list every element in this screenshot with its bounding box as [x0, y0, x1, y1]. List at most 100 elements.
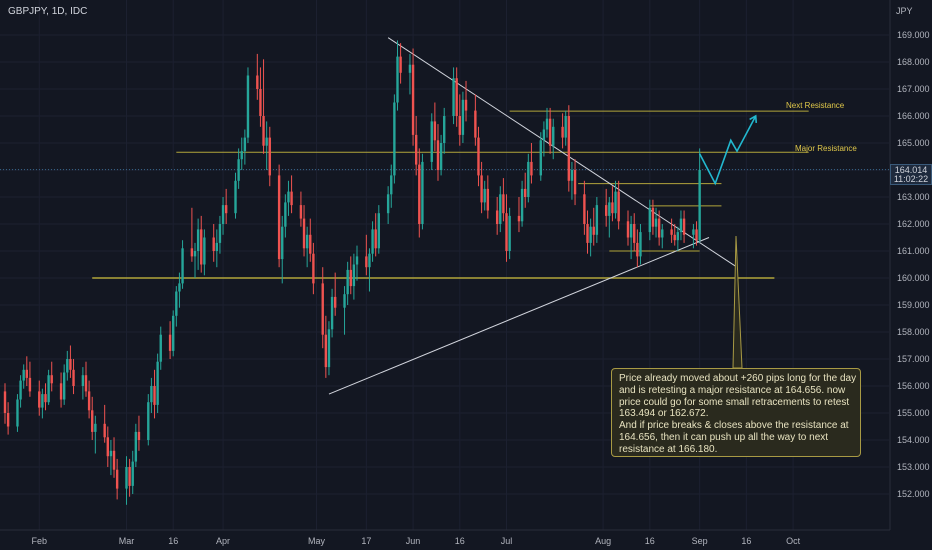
note-line: resistance at 166.180.	[619, 443, 718, 455]
candle-body	[377, 213, 380, 249]
candle-body	[346, 269, 349, 295]
time-tick-label: Jun	[406, 536, 421, 546]
candle-body	[287, 191, 290, 203]
candle-body	[355, 256, 359, 265]
candle-body	[321, 283, 324, 335]
candle-body	[458, 116, 461, 135]
trendlines[interactable]	[328, 37, 738, 395]
candle-body	[66, 359, 69, 373]
candle-body	[6, 413, 10, 427]
candle-body	[433, 121, 437, 141]
candle-body	[221, 205, 225, 224]
candle-body	[505, 213, 508, 251]
candle-body	[38, 391, 41, 408]
candle-body	[3, 391, 7, 413]
time-tick-label: Sep	[692, 536, 708, 546]
candle-body	[305, 234, 309, 249]
candle-body	[203, 237, 206, 265]
candle-body	[573, 170, 577, 195]
candle-body	[411, 64, 415, 135]
candle-body	[343, 294, 346, 308]
candle-body	[548, 118, 552, 146]
price-tick-label: 167.000	[897, 84, 930, 94]
candle-body	[281, 226, 284, 260]
candle-body	[352, 264, 356, 287]
note-line: price could go for some small retracemen…	[619, 396, 850, 408]
time-tick-label: Aug	[595, 536, 611, 546]
candle-body	[41, 394, 44, 408]
candle-body	[673, 234, 676, 241]
price-tick-label: 160.000	[897, 273, 930, 283]
candle-body	[59, 383, 63, 400]
time-tick-label: 16	[645, 536, 655, 546]
candle-body	[25, 369, 29, 378]
candle-body	[374, 229, 377, 249]
note-pointer-shape	[732, 235, 743, 369]
candle-body	[22, 369, 25, 381]
candle-body	[47, 375, 50, 403]
horizontal-levels[interactable]	[92, 110, 809, 279]
candle-body	[682, 218, 686, 235]
candle-body	[393, 102, 396, 176]
candle-body	[159, 334, 162, 362]
price-tick-label: 159.000	[897, 300, 930, 310]
candle-body	[583, 194, 586, 224]
current-price-tag: 164.014 11:02:22	[890, 164, 932, 185]
note-line: 164.656, then it can push up all the way…	[619, 431, 829, 443]
candle-body	[651, 207, 655, 227]
time-tick-label: 16	[455, 536, 465, 546]
price-tick-label: 168.000	[897, 57, 930, 67]
price-tick-label: 165.000	[897, 138, 930, 148]
candle-body	[302, 218, 306, 249]
candle-body	[106, 437, 109, 457]
time-tick-label: 16	[168, 536, 178, 546]
candle-body	[629, 224, 633, 238]
price-tick-label: 153.000	[897, 462, 930, 472]
candle-body	[19, 380, 22, 400]
candle-body	[218, 224, 222, 243]
candle-body	[259, 89, 262, 116]
candle-body	[436, 140, 440, 170]
major-resistance-label: Major Resistance	[795, 144, 857, 153]
arrowhead-icon[interactable]	[749, 114, 758, 124]
analysis-note[interactable]: Price already moved about +260 pips long…	[611, 368, 861, 457]
price-tick-label: 152.000	[897, 489, 930, 499]
candle-body	[84, 375, 88, 392]
price-axis[interactable]: 152.000 153.000 154.000 155.000 156.000 157.0…	[897, 30, 930, 499]
candle-body	[520, 188, 524, 222]
candle-body	[636, 242, 639, 257]
time-axis[interactable]: Feb Mar 16 Apr May 17 Jun 16 Jul Aug 16 Sep 16 Oct	[32, 536, 801, 546]
candle-body	[190, 248, 194, 257]
projection-arrow[interactable]	[698, 114, 758, 186]
candle-body	[586, 224, 589, 243]
candle-body	[168, 334, 172, 351]
candle-body	[215, 242, 219, 251]
candle-body	[608, 202, 611, 216]
candle-body	[50, 375, 53, 384]
candle-body	[676, 232, 680, 241]
trendline[interactable]	[387, 37, 738, 268]
candle-body	[147, 402, 150, 440]
candle-body	[246, 75, 250, 138]
candle-body	[109, 450, 113, 457]
note-line: Price already moved about +260 pips long…	[619, 373, 857, 384]
candle-body	[193, 251, 197, 257]
candle-body	[365, 256, 368, 268]
candle-body	[648, 207, 652, 233]
candle-body	[91, 410, 94, 432]
candle-body	[474, 110, 477, 138]
candle-body	[103, 423, 106, 438]
currency-label: JPY	[896, 6, 913, 16]
candle-body	[150, 386, 153, 403]
candle-body	[396, 56, 399, 103]
candle-body	[262, 116, 265, 146]
trendline[interactable]	[328, 237, 710, 395]
projection-path[interactable]	[698, 115, 757, 186]
candle-body	[639, 232, 642, 257]
candle-body	[502, 194, 505, 214]
candle-body	[654, 218, 658, 227]
candle-body	[312, 253, 315, 284]
candle-body	[181, 248, 184, 284]
candle-body	[461, 99, 465, 135]
